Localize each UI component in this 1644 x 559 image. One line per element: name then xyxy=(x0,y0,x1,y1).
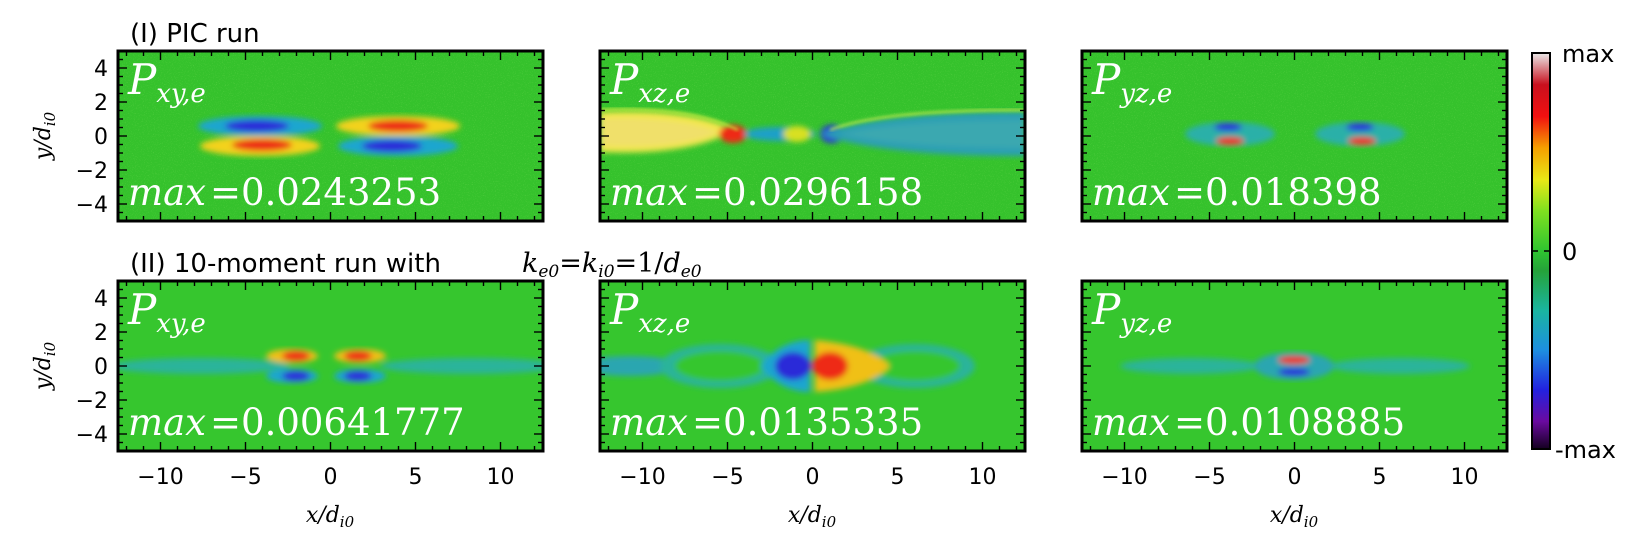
y-tick-label: 2 xyxy=(94,321,108,346)
panel-tenmoment-pxy: Pxy,e max =0.00641777 xyxy=(116,279,545,453)
x-tick-label: 10 xyxy=(1451,465,1479,490)
row-1-label: (I) PIC run xyxy=(130,19,260,49)
panel-tenmoment-pxz: Pxz,e max =0.0135335 xyxy=(598,279,1027,453)
x-tick-label: 0 xyxy=(1288,465,1302,490)
component-label: Pyz,e xyxy=(1091,285,1172,339)
x-tick-label: −10 xyxy=(1101,465,1147,490)
x-tick-label: −5 xyxy=(711,465,743,490)
heatmap-pic-pyz xyxy=(1082,51,1507,221)
colorbar-mid-label: 0 xyxy=(1562,238,1577,266)
colorbar-bottom-label: -max xyxy=(1555,436,1616,464)
y-tick-label: 0 xyxy=(94,125,108,150)
x-axis-label-3: x/di0 xyxy=(1270,503,1319,531)
heatmap-pic-pxz xyxy=(600,51,1025,221)
panel-pic-pxy: Pxy,e max =0.0243253 xyxy=(116,49,545,223)
x-tick-label: −10 xyxy=(619,465,665,490)
x-tick-label: 10 xyxy=(969,465,997,490)
row-2-label-math: ke0=ki0=1/de0 xyxy=(522,248,702,282)
y-axis-label-bottom: y/di0 xyxy=(31,341,59,391)
component-label: Pxy,e xyxy=(127,55,206,109)
max-value-label: max =0.018398 xyxy=(1092,171,1382,214)
x-tick-label: 5 xyxy=(409,465,423,490)
y-tick-label: 2 xyxy=(94,91,108,116)
y-tick-label: 0 xyxy=(94,355,108,380)
max-value-label: max =0.0243253 xyxy=(128,171,441,214)
max-value-label: max =0.0108885 xyxy=(1092,401,1405,444)
y-tick-label: −4 xyxy=(76,193,108,218)
x-axis-label-2: x/di0 xyxy=(788,503,837,531)
max-value-label: max =0.0296158 xyxy=(610,171,923,214)
x-tick-label: −5 xyxy=(229,465,261,490)
row-2-label-text: (II) 10-moment run with xyxy=(130,249,441,279)
max-value-label: max =0.00641777 xyxy=(128,401,465,444)
x-tick-label: 10 xyxy=(487,465,515,490)
colorbar: max 0 -max xyxy=(1531,40,1616,464)
y-tick-label: 4 xyxy=(94,57,108,82)
heatmap-tenmoment-pxy xyxy=(118,281,543,451)
x-tick-label: −10 xyxy=(137,465,183,490)
x-tick-label: −5 xyxy=(1193,465,1225,490)
component-label: Pxz,e xyxy=(609,285,690,339)
heatmap-tenmoment-pxz xyxy=(600,281,1025,451)
panel-tenmoment-pyz: Pyz,e max =0.0108885 xyxy=(1080,279,1509,453)
y-axis-label-top: y/di0 xyxy=(31,111,59,161)
component-label: Pyz,e xyxy=(1091,55,1172,109)
x-tick-label: 5 xyxy=(1373,465,1387,490)
axis-ticks: −4 −2 0 2 4 −4 −2 0 2 4 −10 −5 0 5 10 −10 −5 0 5 10 −10 −5 0 5 1… xyxy=(76,51,1507,490)
y-tick-label: 4 xyxy=(94,287,108,312)
component-label: Pxz,e xyxy=(609,55,690,109)
x-tick-label: 5 xyxy=(891,465,905,490)
x-axis-label-1: x/di0 xyxy=(306,503,355,531)
y-tick-label: −2 xyxy=(76,389,108,414)
colorbar-top-label: max xyxy=(1562,40,1614,68)
panel-pic-pyz: Pyz,e max =0.018398 xyxy=(1080,49,1509,223)
heatmap-pic-pxy xyxy=(118,51,543,221)
max-value-label: max =0.0135335 xyxy=(610,401,923,444)
panel-pic-pxz: Pxz,e max =0.0296158 xyxy=(598,49,1027,223)
y-tick-label: −4 xyxy=(76,423,108,448)
x-tick-label: 0 xyxy=(324,465,338,490)
heatmap-tenmoment-pyz xyxy=(1082,281,1507,451)
row-2-label: (II) 10-moment run with ke0=ki0=1/de0 xyxy=(130,248,702,282)
component-label: Pxy,e xyxy=(127,285,206,339)
y-tick-label: −2 xyxy=(76,159,108,184)
x-tick-label: 0 xyxy=(806,465,820,490)
